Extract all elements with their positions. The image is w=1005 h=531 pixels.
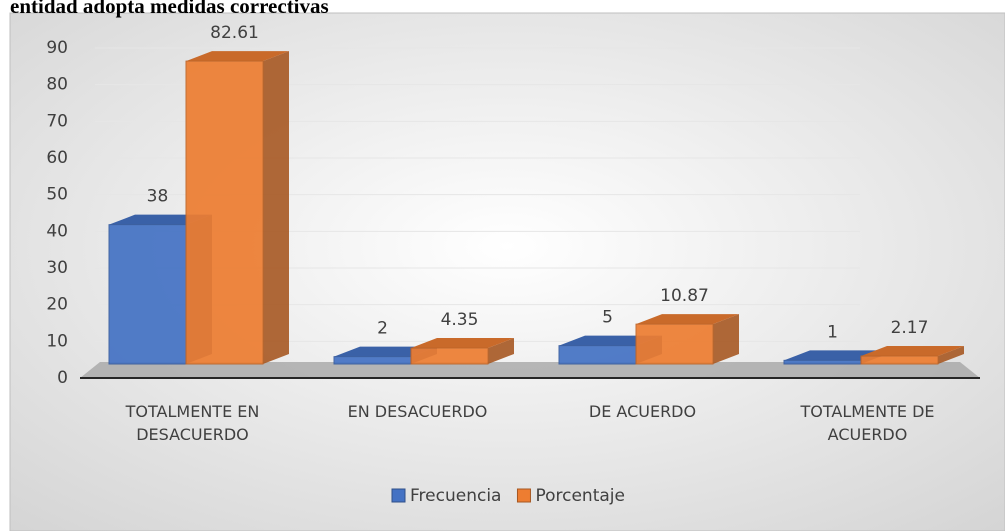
data-label: 10.87 — [660, 286, 709, 306]
bar-side — [488, 338, 514, 364]
y-tick-label: 20 — [46, 295, 68, 315]
legend-swatch — [516, 488, 531, 503]
data-label: 38 — [147, 187, 169, 207]
bar — [783, 359, 862, 365]
data-label: 82.61 — [210, 23, 259, 43]
x-tick-label: TOTALMENTE EN DESACUERDO — [125, 402, 260, 444]
y-tick-label: 60 — [46, 148, 68, 168]
legend-label: Frecuencia — [410, 486, 501, 506]
data-label: 2.17 — [891, 318, 929, 338]
y-tick-label: 80 — [46, 75, 68, 95]
bar — [185, 60, 264, 365]
y-tick-label: 30 — [46, 258, 68, 278]
x-tick-label: DE ACUERDO — [588, 402, 697, 421]
y-tick-label: 10 — [46, 331, 68, 351]
bar-top — [861, 346, 964, 357]
bar — [860, 355, 939, 365]
bar — [635, 323, 714, 365]
x-tick-label: EN DESACUERDO — [347, 402, 488, 421]
bar — [108, 224, 187, 365]
y-tick-label: 70 — [46, 111, 68, 131]
bar-top — [186, 51, 289, 62]
legend-swatch — [391, 488, 406, 503]
y-tick-label: 0 — [57, 368, 68, 388]
bar-side — [263, 51, 289, 364]
bar-top — [411, 338, 514, 349]
bar-side — [938, 346, 964, 364]
chart-title: entidad adopta medidas correctivas — [10, 0, 329, 18]
floor — [80, 362, 980, 378]
x-tick-label: TOTALMENTE DE ACUERDO — [800, 402, 935, 444]
bar-top — [636, 314, 739, 325]
bar — [333, 356, 412, 365]
bar-side — [713, 314, 739, 364]
bar — [410, 347, 489, 365]
y-tick-label: 50 — [46, 185, 68, 205]
data-label: 1 — [827, 322, 838, 342]
data-label: 2 — [377, 319, 388, 339]
y-tick-label: 40 — [46, 221, 68, 241]
bar — [558, 345, 637, 365]
data-label: 4.35 — [441, 310, 479, 330]
legend-label: Porcentaje — [535, 486, 625, 506]
data-label: 5 — [602, 308, 613, 328]
y-tick-label: 90 — [46, 38, 68, 58]
